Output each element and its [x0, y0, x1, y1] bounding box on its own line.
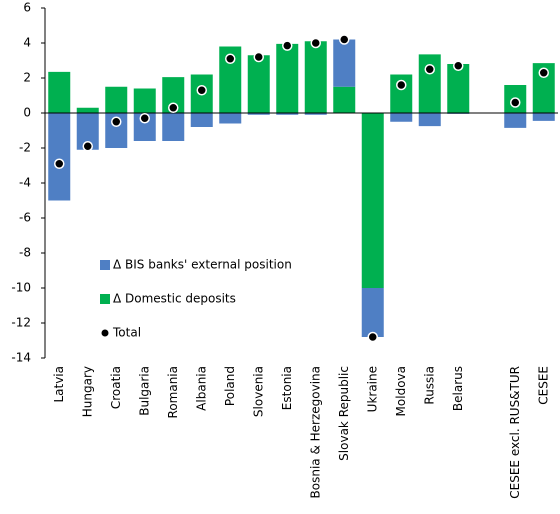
bar — [361, 113, 384, 288]
x-tick-label: Ukraine — [365, 366, 379, 412]
bar — [532, 113, 555, 121]
bar — [276, 113, 299, 115]
total-dot — [54, 158, 65, 169]
x-tick-label: Poland — [223, 366, 237, 406]
y-tick-label: -6 — [19, 211, 31, 225]
x-tick-label: Russia — [422, 366, 436, 405]
x-tick-label: Latvia — [52, 366, 66, 403]
x-tick-label: Belarus — [451, 366, 465, 411]
y-tick-label: 2 — [23, 71, 31, 85]
bar — [333, 39, 356, 87]
total-dot — [111, 116, 122, 127]
total-dot — [168, 102, 179, 113]
y-tick-label: 4 — [23, 36, 31, 50]
bar — [190, 113, 213, 127]
total-dot — [225, 53, 236, 64]
total-dot — [367, 331, 378, 343]
x-tick-label: Croatia — [109, 366, 123, 409]
x-tick-label: Estonia — [280, 366, 294, 410]
total-dot — [253, 51, 264, 63]
bar — [418, 54, 441, 113]
y-tick-label: -4 — [19, 176, 31, 190]
bar — [105, 86, 128, 113]
bar — [76, 107, 99, 113]
total-dot — [139, 113, 150, 124]
bar — [532, 63, 555, 113]
bar — [48, 71, 71, 113]
y-tick-label: -2 — [19, 141, 31, 155]
bar — [162, 77, 185, 113]
y-tick-label: 6 — [23, 1, 31, 15]
x-tick-label: Slovenia — [251, 366, 265, 417]
y-tick-label: -14 — [11, 351, 31, 365]
x-tick-label: Moldova — [394, 366, 408, 416]
bar — [333, 86, 356, 113]
bar — [219, 113, 242, 124]
bar — [76, 113, 99, 150]
y-tick-label: -12 — [11, 316, 31, 330]
x-tick-label: Hungary — [80, 366, 94, 417]
bar — [48, 113, 71, 201]
bar — [447, 64, 470, 113]
bar — [390, 113, 413, 122]
bar — [504, 113, 527, 128]
bar — [133, 113, 156, 141]
bar — [390, 74, 413, 113]
total-dot — [453, 60, 464, 71]
x-tick-label: CESEE excl. RUS&TUR — [508, 366, 522, 499]
x-tick-label: Slovak Republic — [337, 366, 351, 461]
x-tick-label: Bulgaria — [137, 366, 151, 416]
total-dot — [538, 67, 549, 78]
bar — [247, 55, 270, 113]
x-tick-label: Albania — [194, 366, 208, 411]
legend-marker — [100, 328, 110, 338]
total-dot — [282, 40, 293, 51]
legend-label: Δ BIS banks' external position — [113, 258, 292, 272]
bar — [304, 41, 327, 113]
total-dot — [310, 37, 321, 49]
total-dot — [424, 64, 435, 75]
bar — [361, 288, 384, 337]
bar — [105, 113, 128, 148]
x-tick-label: CESEE — [536, 366, 550, 405]
bar — [162, 113, 185, 141]
y-tick-label: 0 — [23, 106, 31, 120]
x-tick-label: Bosnia & Herzegovina — [308, 366, 322, 498]
x-tick-label: Romania — [166, 366, 180, 418]
y-tick-label: -10 — [11, 281, 31, 295]
total-dot — [510, 97, 521, 108]
bar — [304, 113, 327, 115]
y-tick-label: -8 — [19, 246, 31, 260]
legend-label: Total — [112, 326, 141, 340]
legend-marker — [100, 260, 110, 270]
total-dot — [339, 34, 350, 45]
bar — [418, 113, 441, 127]
bar — [276, 43, 299, 113]
total-dot — [82, 141, 93, 152]
total-dot — [396, 79, 407, 91]
bar — [247, 113, 270, 115]
legend-label: Δ Domestic deposits — [113, 292, 236, 306]
legend-marker — [100, 294, 110, 304]
bar — [133, 88, 156, 113]
total-dot — [196, 85, 207, 96]
bar — [219, 46, 242, 113]
